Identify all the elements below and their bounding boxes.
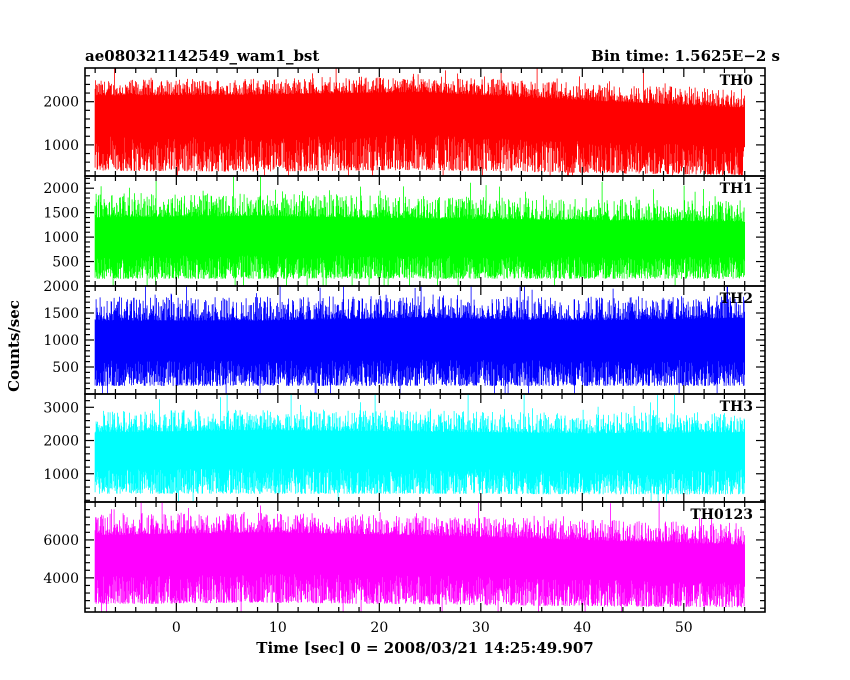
panel-label-th2: TH2 xyxy=(720,291,753,307)
panel-label-th3: TH3 xyxy=(720,399,753,415)
y-tick-label: 2000 xyxy=(43,434,79,450)
panel-th3: 1000 2000 3000 TH3 xyxy=(43,393,766,503)
y-axis-label: Counts/sec xyxy=(5,300,23,392)
panel-th0123: 4000 6000 TH0123 xyxy=(43,501,766,613)
y-tick-label: 6000 xyxy=(43,533,79,549)
x-tick-label: 20 xyxy=(370,620,388,636)
y-tick-label: 1000 xyxy=(43,333,79,349)
x-tick-label: 40 xyxy=(573,620,591,636)
series-th0 xyxy=(94,68,745,176)
panel-th0: 1000 2000 TH0 xyxy=(43,67,766,177)
series-th3 xyxy=(94,394,745,502)
chart-title: ae080321142549_wam1_bst xyxy=(85,47,319,65)
y-tick-label: 1000 xyxy=(43,138,79,154)
panel-label-th1: TH1 xyxy=(720,181,753,197)
panel-label-th0: TH0 xyxy=(720,73,754,89)
panel-frame xyxy=(84,501,766,613)
y-tick-label: 2000 xyxy=(43,181,79,197)
y-tick-label: 1000 xyxy=(43,230,79,246)
x-tick-label: 0 xyxy=(172,620,181,636)
x-axis: 0 10 20 30 40 50 xyxy=(172,620,693,636)
y-tick-label: 1500 xyxy=(43,206,79,222)
y-tick-label: 1000 xyxy=(43,467,79,483)
x-tick-label: 10 xyxy=(269,620,287,636)
y-tick-label: 1500 xyxy=(43,306,79,322)
series-th2 xyxy=(94,286,745,394)
x-tick-label: 30 xyxy=(472,620,490,636)
bin-time-label: Bin time: 1.5625E−2 s xyxy=(591,47,780,65)
panel-th2: 500 1000 1500 2000 TH2 xyxy=(43,279,766,395)
panels-group: 1000 2000 TH0 500 1000 1500 2000 TH1 500 1000 1500… xyxy=(43,67,766,613)
x-tick-label: 50 xyxy=(675,620,693,636)
y-tick-label: 3000 xyxy=(43,400,79,416)
panel-th1: 500 1000 1500 2000 TH1 xyxy=(43,175,766,287)
y-tick-label: 500 xyxy=(52,360,79,376)
x-axis-label: Time [sec] 0 = 2008/03/21 14:25:49.907 xyxy=(256,639,593,657)
y-tick-label: 4000 xyxy=(43,571,79,587)
panel-label-th0123: TH0123 xyxy=(690,507,753,523)
y-tick-label: 500 xyxy=(52,255,79,271)
y-tick-label: 2000 xyxy=(43,95,79,111)
series-th0123 xyxy=(94,502,745,612)
y-tick-label: 2000 xyxy=(43,279,79,295)
series-th1 xyxy=(94,176,745,286)
